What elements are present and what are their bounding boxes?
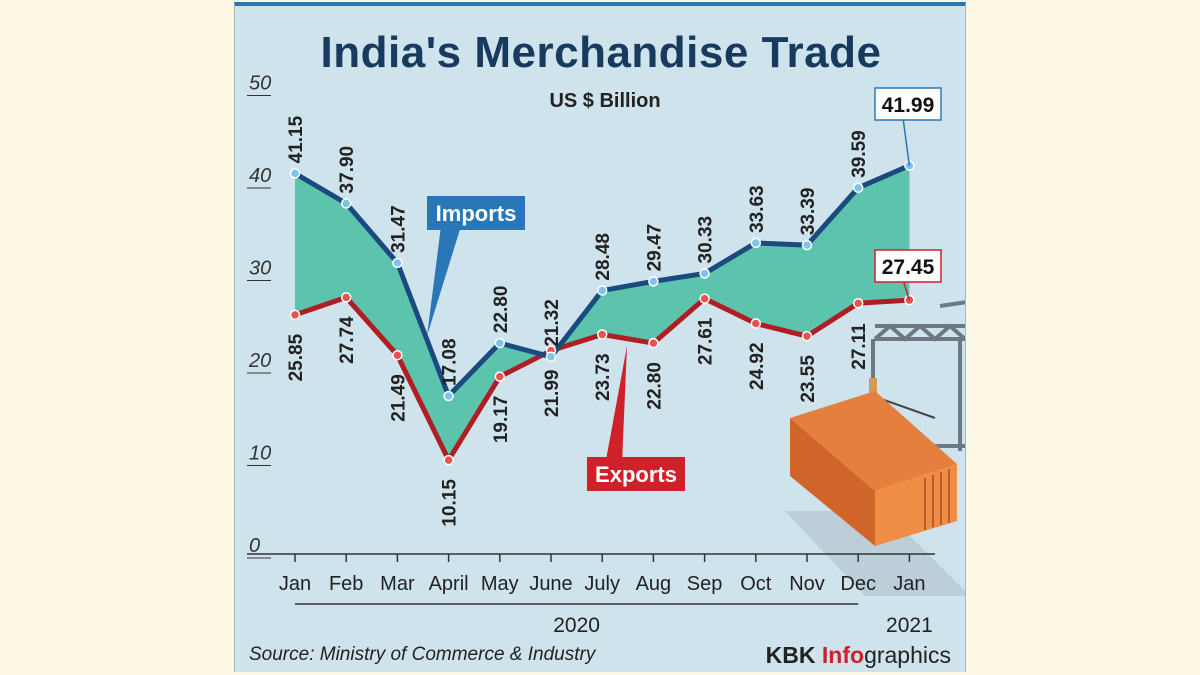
- x-tick-label: Mar: [380, 573, 415, 595]
- exports-value-label: 19.17: [491, 396, 512, 444]
- exports-value-label: 21.49: [388, 374, 409, 422]
- imports-point: [547, 352, 556, 361]
- cargo-container-illustration: [785, 302, 965, 596]
- exports-point: [291, 310, 300, 319]
- exports-value-label: 27.74: [337, 316, 358, 364]
- exports-point: [495, 372, 504, 381]
- exports-point: [342, 293, 351, 302]
- exports-value-label: 27.11: [849, 323, 870, 370]
- imports-value-label: 39.59: [849, 130, 870, 178]
- imports-value-label: 29.47: [644, 224, 665, 272]
- x-tick-label: May: [481, 573, 519, 595]
- y-tick-label: 40: [249, 165, 271, 187]
- brand-info: Info: [822, 642, 864, 668]
- x-tick-label: Dec: [840, 573, 876, 595]
- exports-point: [598, 330, 607, 339]
- imports-end-callout-pointer: [903, 118, 909, 166]
- imports-value-label: 37.90: [337, 146, 358, 194]
- x-tick-label: Aug: [636, 573, 672, 595]
- source-note: Source: Ministry of Commerce & Industry: [249, 644, 595, 666]
- imports-point: [649, 277, 658, 286]
- x-tick-label: Sep: [687, 573, 723, 595]
- x-tick-label: April: [429, 573, 469, 595]
- exports-point: [803, 332, 812, 341]
- x-tick-label: Feb: [329, 573, 363, 595]
- exports-value-label: 10.15: [440, 479, 461, 527]
- chart-subtitle: US $ Billion: [535, 90, 675, 113]
- y-tick-label: 20: [248, 350, 271, 372]
- imports-value-label: 17.08: [440, 338, 461, 386]
- imports-value-label: 30.33: [696, 216, 717, 264]
- imports-value-label: 28.48: [593, 233, 614, 281]
- year-label: 2020: [553, 614, 600, 637]
- imports-value-label: 31.47: [388, 205, 409, 253]
- exports-point: [854, 299, 863, 308]
- imports-point: [342, 199, 351, 208]
- exports-value-label: 25.85: [286, 333, 307, 381]
- exports-point: [444, 456, 453, 465]
- x-tick-label: Nov: [789, 573, 825, 595]
- x-tick-label: Oct: [740, 573, 772, 595]
- exports-value-label: 23.73: [593, 353, 614, 401]
- y-tick-label: 0: [249, 535, 260, 557]
- chart-title: India's Merchandise Trade: [235, 28, 967, 78]
- imports-point: [291, 169, 300, 178]
- brand-kbk: KBK: [766, 642, 822, 668]
- imports-point: [444, 392, 453, 401]
- imports-value-label: 33.63: [747, 185, 768, 233]
- imports-point: [751, 238, 760, 247]
- imports-point: [700, 269, 709, 278]
- exports-legend-callout: Exports: [595, 462, 677, 487]
- imports-value-label: 41.15: [286, 115, 307, 163]
- exports-point: [751, 319, 760, 328]
- imports-value-label: 22.80: [491, 286, 512, 334]
- imports-legend-callout-pointer: [427, 226, 461, 336]
- brand-credit: KBK Infographics: [766, 642, 951, 669]
- imports-point: [495, 339, 504, 348]
- exports-value-label: 24.92: [747, 342, 768, 390]
- y-tick-label: 10: [249, 443, 271, 465]
- imports-point: [598, 286, 607, 295]
- exports-end-callout: 27.45: [882, 256, 935, 279]
- imports-end-callout: 41.99: [882, 94, 935, 117]
- imports-value-label: 21.32: [542, 299, 563, 347]
- exports-point: [700, 294, 709, 303]
- infographic-panel: 0 10 20 30 40 50 Jan Feb Mar April May June July Aug S…: [234, 2, 966, 672]
- exports-value-label: 21.99: [542, 370, 563, 418]
- imports-point: [854, 183, 863, 192]
- imports-value-label: 33.39: [798, 188, 819, 236]
- exports-point: [649, 339, 658, 348]
- imports-point: [803, 241, 812, 250]
- brand-graphics: graphics: [864, 642, 951, 668]
- exports-value-label: 27.61: [696, 317, 717, 365]
- x-tick-label: June: [529, 573, 572, 595]
- exports-point: [393, 351, 402, 360]
- year-label: 2021: [886, 614, 933, 637]
- x-tick-label: Jan: [893, 573, 925, 595]
- imports-point: [393, 258, 402, 267]
- imports-legend-callout: Imports: [436, 201, 517, 226]
- x-tick-label: Jan: [279, 573, 311, 595]
- x-tick-label: July: [584, 573, 620, 595]
- exports-value-label: 23.55: [798, 355, 819, 403]
- exports-value-label: 22.80: [644, 362, 665, 410]
- y-tick-label: 30: [249, 258, 271, 280]
